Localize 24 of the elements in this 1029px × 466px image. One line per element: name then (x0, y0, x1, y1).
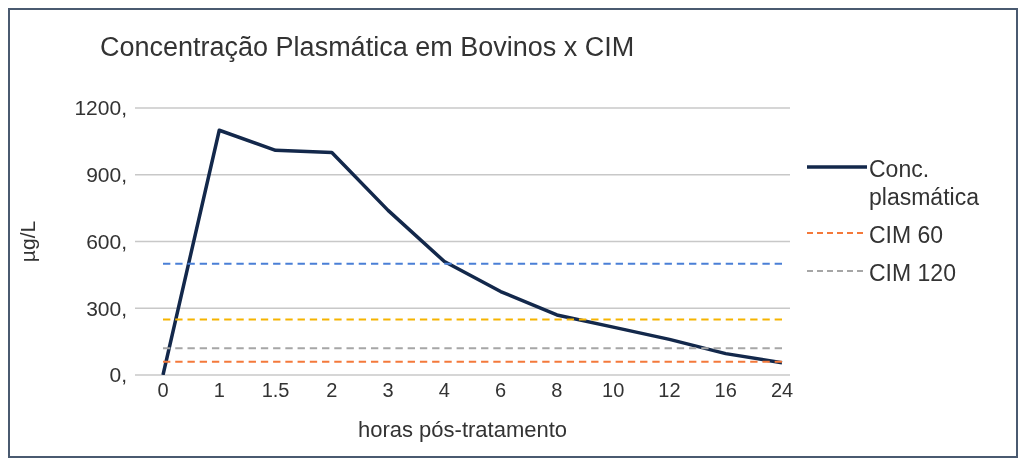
x-tick-label: 4 (438, 379, 450, 402)
legend-label: Conc. plasmática (869, 155, 980, 211)
y-tick-label: 0, (109, 363, 127, 387)
x-tick-label: 1.5 (261, 379, 290, 402)
y-tick-label: 900, (86, 163, 127, 187)
x-tick-label: 2 (326, 379, 338, 402)
y-tick-label: 300, (86, 296, 127, 320)
x-tick-label: 8 (551, 379, 563, 402)
line-series (161, 128, 784, 375)
y-tick-label: 1200, (74, 96, 127, 120)
y-axis-title: µg/L (16, 220, 40, 263)
x-tick-label: 6 (495, 379, 507, 402)
x-tick-label: 10 (602, 379, 625, 402)
legend-label: CIM 60 (869, 221, 944, 249)
legend-label: CIM 120 (869, 259, 956, 287)
x-tick-label: 3 (382, 379, 394, 402)
x-tick-label: 1 (213, 379, 225, 402)
y-tick-label: 600, (86, 229, 127, 253)
x-tick-label: 24 (770, 379, 794, 402)
x-tick-label: 12 (658, 379, 681, 402)
x-tick-label: 16 (714, 379, 737, 402)
x-tick-label: 0 (157, 379, 169, 402)
chart-title: Concentração Plasmática em Bovinos x CIM (100, 32, 635, 63)
x-axis-title: horas pós-tratamento (357, 417, 568, 442)
